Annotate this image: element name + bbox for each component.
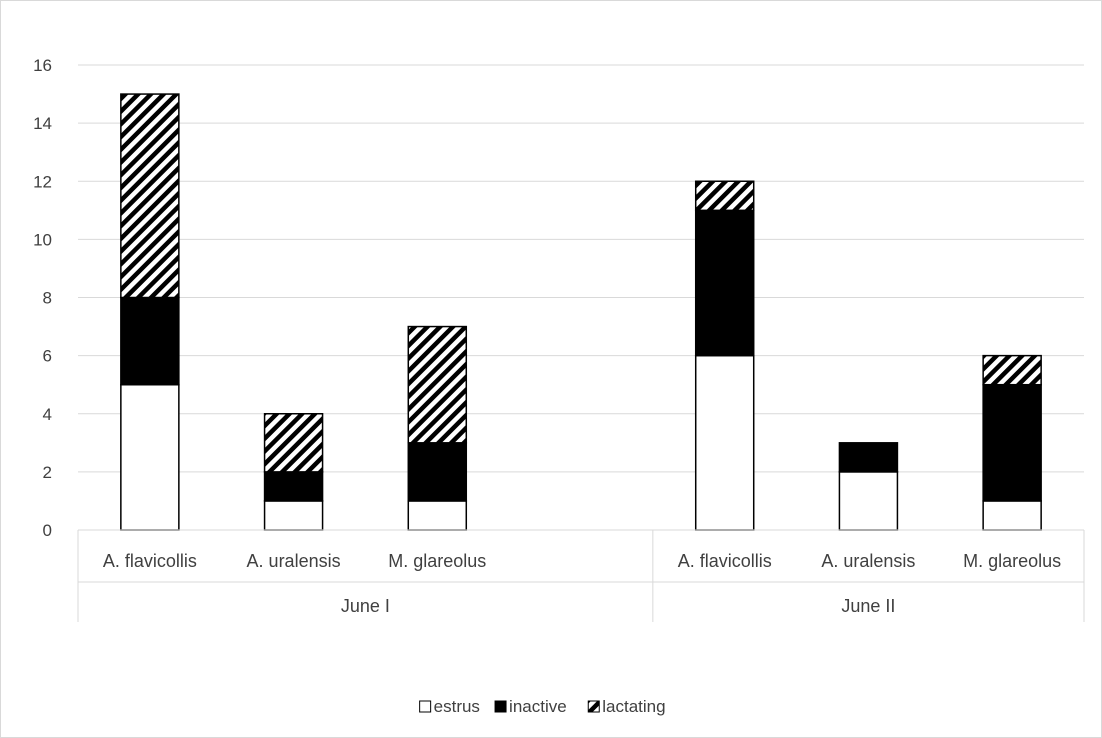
- legend-swatch-estrus: [419, 700, 432, 713]
- bar-segment-estrus: [838, 471, 899, 531]
- bars: [120, 93, 1042, 531]
- y-tick-label: 2: [43, 463, 52, 482]
- bar-segment-inactive: [982, 383, 1042, 502]
- legend-label-inactive: inactive: [509, 697, 567, 716]
- bar-segment-inactive: [838, 442, 899, 473]
- y-tick-label: 0: [43, 521, 52, 540]
- x-group-label: June I: [341, 596, 390, 616]
- y-tick-label: 10: [33, 230, 52, 249]
- y-tick-label: 16: [33, 56, 52, 75]
- y-axis-tick-labels: 0 2 4 6 8 10 12 14 16: [33, 56, 52, 540]
- y-tick-label: 12: [33, 172, 52, 191]
- bar-segment-estrus: [982, 500, 1042, 531]
- x-group-label: June II: [841, 596, 895, 616]
- bar-segment-lactating: [407, 325, 468, 444]
- bar-segment-inactive: [263, 471, 324, 502]
- legend-swatch-inactive: [494, 700, 507, 713]
- x-category-label: A. uralensis: [821, 551, 915, 571]
- legend-label-estrus: estrus: [434, 697, 480, 716]
- x-category-label: M. glareolus: [388, 551, 486, 571]
- bar-segment-inactive: [120, 296, 180, 386]
- y-tick-label: 6: [43, 347, 52, 366]
- y-tick-label: 8: [43, 289, 52, 308]
- legend-swatch-lactating: [587, 700, 600, 713]
- legend: estrus inactive lactating: [419, 697, 666, 716]
- bar-segment-lactating: [982, 354, 1042, 386]
- x-category-label: M. glareolus: [963, 551, 1061, 571]
- x-axis-category-labels: A. flavicollis A. uralensis M. glareolus A.…: [103, 551, 1061, 616]
- bar-segment-lactating: [263, 413, 324, 473]
- x-category-label: A. uralensis: [247, 551, 341, 571]
- x-axis: [77, 529, 1085, 622]
- bar-segment-inactive: [694, 209, 755, 357]
- bar-segment-estrus: [407, 500, 468, 531]
- y-tick-label: 14: [33, 114, 52, 133]
- bar-segment-estrus: [263, 500, 324, 531]
- bar-segment-lactating: [694, 180, 755, 212]
- legend-label-lactating: lactating: [602, 697, 665, 716]
- x-category-label: A. flavicollis: [678, 551, 772, 571]
- y-tick-label: 4: [43, 405, 52, 424]
- bar-segment-lactating: [120, 93, 180, 299]
- x-category-label: A. flavicollis: [103, 551, 197, 571]
- bar-segment-estrus: [694, 354, 755, 531]
- bar-segment-estrus: [120, 383, 180, 531]
- bar-segment-inactive: [407, 442, 468, 502]
- gridlines: [78, 64, 1084, 473]
